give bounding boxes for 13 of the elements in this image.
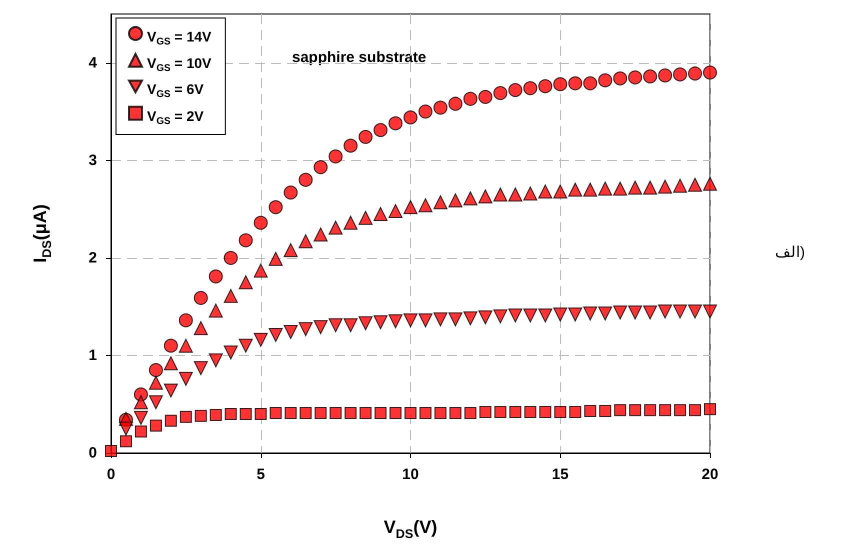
annotation: sapphire substrate: [292, 49, 426, 66]
text: الف): [775, 244, 805, 261]
x-tick-label: 10: [402, 466, 419, 483]
y-tick-label: 1: [88, 346, 97, 364]
x-tick-label: 20: [702, 466, 718, 483]
y-tick-label: 0: [88, 444, 97, 462]
x-tick-label: 0: [106, 466, 116, 483]
y-tick-label: 3: [88, 152, 97, 169]
y-tick-label: 2: [88, 249, 97, 266]
x-tick-label: 5: [256, 466, 265, 483]
y-tick-label: 4: [88, 54, 98, 72]
x-tick-label: 15: [552, 466, 569, 483]
y-axis-title: IDS(μA): [30, 204, 54, 263]
